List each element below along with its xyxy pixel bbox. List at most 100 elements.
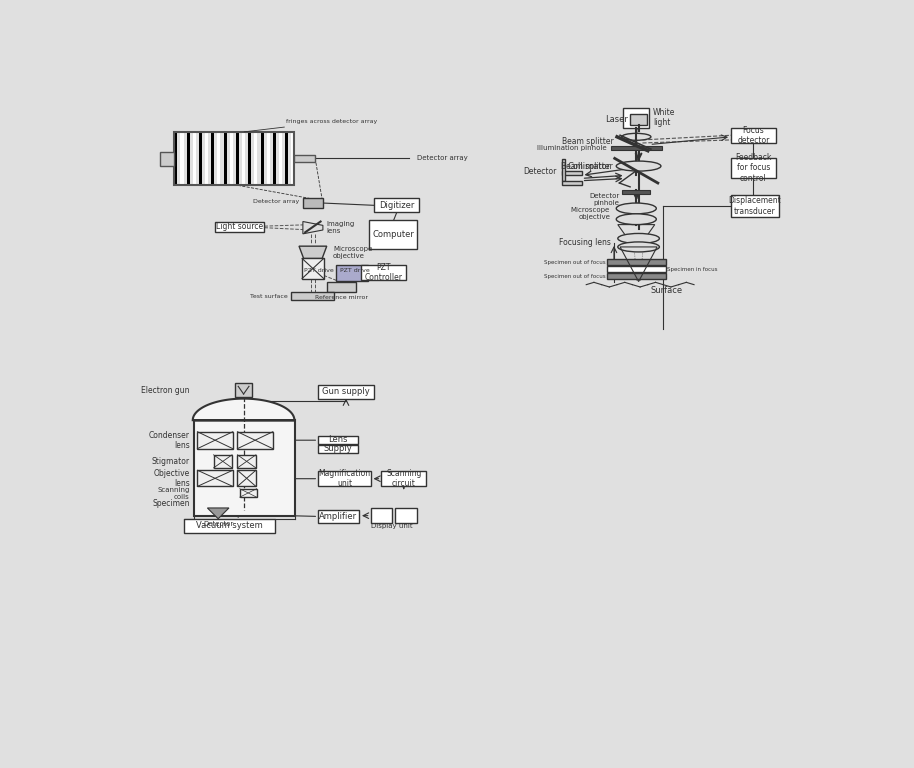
- Bar: [215, 221, 264, 232]
- Polygon shape: [236, 132, 239, 184]
- Text: Microscope
objective: Microscope objective: [571, 207, 611, 220]
- Bar: [731, 127, 776, 143]
- Text: Displacement
transducer: Displacement transducer: [728, 197, 781, 216]
- Bar: [318, 510, 359, 523]
- Text: Digitizer: Digitizer: [379, 201, 415, 210]
- Ellipse shape: [616, 214, 656, 224]
- Bar: [622, 190, 650, 194]
- Text: fringes across detector array: fringes across detector array: [244, 119, 377, 132]
- Polygon shape: [224, 132, 227, 184]
- Polygon shape: [193, 399, 295, 420]
- Bar: [235, 383, 252, 397]
- Text: Computer: Computer: [372, 230, 414, 239]
- Text: Amplifier: Amplifier: [319, 512, 357, 521]
- Bar: [630, 114, 647, 124]
- Polygon shape: [193, 132, 196, 184]
- Ellipse shape: [618, 242, 659, 252]
- Text: Feedback
for focus
control: Feedback for focus control: [735, 153, 771, 183]
- Bar: [607, 273, 665, 279]
- Text: Specimen: Specimen: [153, 499, 190, 508]
- Polygon shape: [267, 132, 270, 184]
- Text: Detector array: Detector array: [253, 199, 299, 204]
- Bar: [395, 508, 417, 523]
- Polygon shape: [186, 132, 190, 184]
- Text: Focus
detector: Focus detector: [737, 126, 770, 145]
- Ellipse shape: [618, 233, 659, 243]
- Bar: [292, 292, 335, 300]
- Bar: [197, 432, 233, 449]
- Polygon shape: [279, 132, 282, 184]
- Bar: [607, 266, 665, 272]
- Polygon shape: [260, 132, 263, 184]
- Polygon shape: [218, 132, 220, 184]
- Text: Detector array: Detector array: [417, 155, 468, 161]
- Text: Stigmator: Stigmator: [152, 457, 190, 466]
- Text: Collimator: Collimator: [568, 161, 611, 170]
- Bar: [238, 470, 256, 486]
- Polygon shape: [175, 132, 177, 184]
- Text: Electron gun: Electron gun: [141, 386, 190, 396]
- Text: Scanning
circuit: Scanning circuit: [386, 469, 421, 488]
- Polygon shape: [249, 132, 251, 184]
- Bar: [561, 180, 581, 184]
- Bar: [238, 432, 273, 449]
- Text: Objective
lens: Objective lens: [154, 469, 190, 488]
- Text: PZT drive: PZT drive: [340, 267, 369, 273]
- Bar: [318, 385, 374, 399]
- Bar: [369, 220, 417, 250]
- Bar: [293, 154, 315, 162]
- Ellipse shape: [616, 203, 656, 214]
- Polygon shape: [285, 132, 288, 184]
- Bar: [318, 435, 358, 444]
- Text: Scanning
coils: Scanning coils: [157, 487, 190, 500]
- Bar: [361, 265, 406, 280]
- Bar: [731, 157, 776, 177]
- Text: Specimen in focus: Specimen in focus: [667, 266, 717, 272]
- Bar: [238, 455, 256, 468]
- Text: Specimen out of focus: Specimen out of focus: [544, 260, 605, 265]
- Text: Display unit: Display unit: [371, 523, 413, 528]
- Bar: [611, 146, 662, 150]
- Text: Imaging
lens: Imaging lens: [326, 221, 355, 234]
- Text: Test surface: Test surface: [250, 293, 288, 299]
- Polygon shape: [242, 132, 245, 184]
- Polygon shape: [180, 132, 184, 184]
- Text: Focusing lens: Focusing lens: [559, 238, 611, 247]
- Bar: [326, 283, 356, 293]
- Bar: [381, 471, 426, 485]
- Text: Reference mirror: Reference mirror: [315, 295, 367, 300]
- Bar: [731, 195, 779, 217]
- Bar: [607, 260, 665, 265]
- Bar: [194, 420, 295, 515]
- Text: Vacuum system: Vacuum system: [197, 521, 263, 530]
- Bar: [239, 488, 257, 497]
- Bar: [318, 471, 371, 485]
- Polygon shape: [254, 132, 258, 184]
- Text: Laser: Laser: [605, 114, 628, 124]
- Bar: [318, 445, 358, 453]
- Ellipse shape: [622, 134, 651, 141]
- Text: Magnification
unit: Magnification unit: [318, 469, 370, 488]
- Text: Gun supply: Gun supply: [322, 387, 370, 396]
- Bar: [371, 508, 392, 523]
- Text: Supply: Supply: [324, 444, 353, 453]
- Polygon shape: [211, 132, 214, 184]
- Polygon shape: [229, 132, 233, 184]
- Polygon shape: [303, 221, 323, 233]
- Bar: [561, 159, 566, 180]
- Text: PZT
Controller: PZT Controller: [365, 263, 403, 282]
- Ellipse shape: [616, 161, 661, 171]
- Polygon shape: [299, 247, 326, 259]
- Text: Specimen out of focus: Specimen out of focus: [544, 273, 605, 279]
- Polygon shape: [207, 508, 228, 518]
- Text: Condenser
lens: Condenser lens: [149, 431, 190, 450]
- Polygon shape: [205, 132, 208, 184]
- Text: Beam splitter: Beam splitter: [561, 161, 613, 170]
- Text: Lens: Lens: [328, 435, 348, 444]
- Bar: [303, 259, 324, 279]
- Bar: [185, 518, 275, 532]
- Polygon shape: [292, 132, 294, 184]
- Text: Detector: Detector: [203, 521, 233, 527]
- Text: Illumination pinhole: Illumination pinhole: [537, 145, 607, 151]
- Polygon shape: [273, 132, 276, 184]
